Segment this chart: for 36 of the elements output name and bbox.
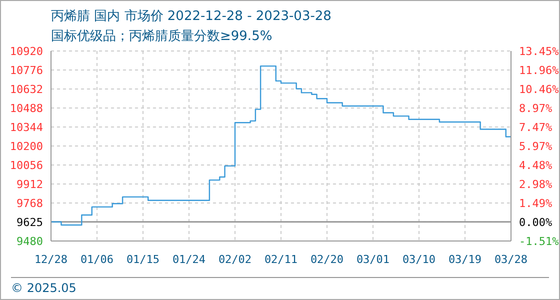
x-tick-label: 03/19 [448, 252, 482, 266]
y2-tick-label: 1.49% [519, 196, 552, 210]
x-tick-label: 02/11 [264, 252, 298, 266]
y2-tick-label: 2.98% [519, 178, 552, 191]
y-tick-label: 9912 [16, 178, 43, 191]
chart-title: 丙烯腈 国内 市场价 2022-12-28 - 2023-03-28 [51, 8, 332, 25]
y-tick-label: 9768 [16, 197, 43, 210]
y2-tick-label: 0.00% [519, 216, 552, 229]
y2-tick-label: 11.96% [519, 64, 560, 77]
x-tick-label: 03/10 [402, 252, 436, 266]
y-tick-label: 10920 [10, 45, 43, 58]
y-tick-label: 9480 [16, 235, 43, 248]
y-tick-label: 10056 [10, 159, 43, 172]
x-tick-label: 02/20 [310, 252, 344, 266]
y2-tick-label: 4.48% [519, 158, 552, 172]
chart-subtitle: 国标优级品；丙烯腈质量分数≥99.5% [51, 28, 272, 45]
x-tick-label: 01/24 [172, 252, 206, 266]
y2-tick-label: 13.45% [519, 45, 560, 58]
x-tick-label: 02/02 [218, 252, 252, 266]
y2-tick-label: 10.46% [519, 82, 560, 96]
y-tick-label: 10344 [10, 121, 44, 134]
x-tick-label: 01/15 [126, 252, 160, 266]
y-tick-label: 10200 [10, 140, 43, 153]
x-tick-label: 03/28 [494, 252, 528, 266]
y-tick-label: 10632 [10, 83, 43, 96]
y2-tick-label: -1.51% [519, 235, 560, 248]
x-tick-label: 03/01 [356, 252, 390, 266]
y2-tick-label: 5.97% [519, 140, 552, 153]
x-tick-label: 12/28 [34, 252, 68, 266]
y2-tick-label: 8.97% [519, 102, 552, 115]
y-tick-label: 10776 [10, 64, 43, 77]
y2-tick-label: 7.47% [519, 120, 552, 134]
text: © 2025.05 [11, 281, 76, 295]
y-tick-label: 9625 [16, 216, 43, 229]
x-tick-label: 01/06 [80, 252, 114, 266]
y-tick-label: 10488 [10, 102, 43, 115]
